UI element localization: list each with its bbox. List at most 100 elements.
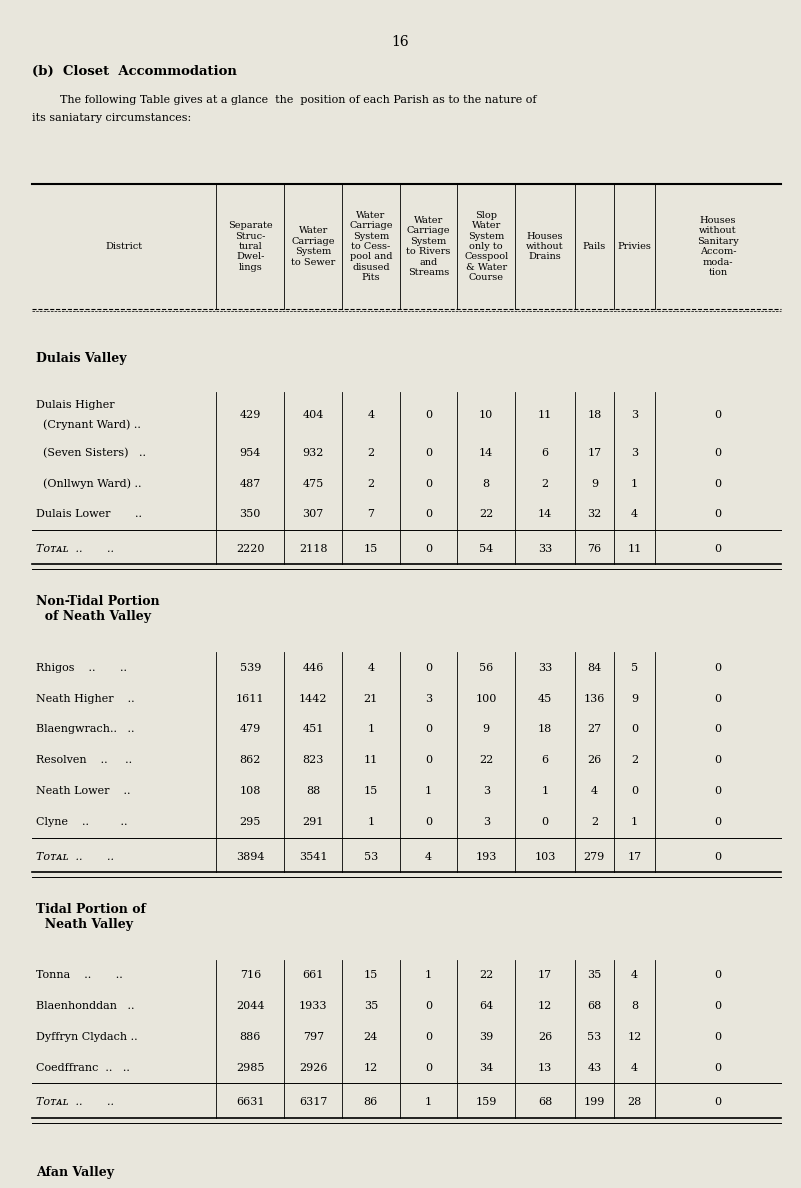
Text: 0: 0 — [425, 756, 432, 765]
Text: 100: 100 — [476, 694, 497, 703]
Text: 17: 17 — [538, 971, 552, 980]
Text: Rhigos    ..       ..: Rhigos .. .. — [36, 663, 127, 672]
Text: 0: 0 — [631, 725, 638, 734]
Text: Afan Valley: Afan Valley — [36, 1167, 114, 1178]
Text: 11: 11 — [627, 544, 642, 554]
Text: 3: 3 — [483, 786, 489, 796]
Text: 291: 291 — [303, 817, 324, 827]
Text: 1: 1 — [631, 817, 638, 827]
Text: 429: 429 — [239, 410, 261, 419]
Text: 1: 1 — [368, 817, 374, 827]
Text: 22: 22 — [479, 971, 493, 980]
Text: Blaengwrach..   ..: Blaengwrach.. .. — [36, 725, 135, 734]
Text: 1: 1 — [425, 786, 432, 796]
Text: 487: 487 — [239, 479, 261, 488]
Text: Slop
Water
System
only to
Cesspool
& Water
Course: Slop Water System only to Cesspool & Wat… — [464, 210, 509, 283]
Text: 26: 26 — [538, 1032, 552, 1042]
Text: 0: 0 — [714, 479, 722, 488]
Text: 0: 0 — [714, 852, 722, 861]
Text: 136: 136 — [584, 694, 605, 703]
Text: Water
Carriage
System
to Rivers
and
Streams: Water Carriage System to Rivers and Stre… — [406, 216, 451, 277]
Text: Houses
without
Drains: Houses without Drains — [526, 232, 564, 261]
Text: 0: 0 — [541, 817, 549, 827]
Text: 1442: 1442 — [299, 694, 328, 703]
Text: Dulais Lower       ..: Dulais Lower .. — [36, 510, 142, 519]
Text: 6317: 6317 — [299, 1098, 328, 1107]
Text: 17: 17 — [587, 448, 602, 457]
Text: Water
Carriage
System
to Cess-
pool and
disused
Pits: Water Carriage System to Cess- pool and … — [349, 210, 392, 283]
Text: 8: 8 — [631, 1001, 638, 1011]
Text: 3: 3 — [483, 817, 489, 827]
Text: Coedffranc  ..   ..: Coedffranc .. .. — [36, 1063, 130, 1073]
Text: 108: 108 — [239, 786, 261, 796]
Text: 1: 1 — [541, 786, 549, 796]
Text: 954: 954 — [239, 448, 261, 457]
Text: 2: 2 — [368, 479, 374, 488]
Text: 0: 0 — [425, 410, 432, 419]
Text: 9: 9 — [483, 725, 489, 734]
Text: 0: 0 — [714, 510, 722, 519]
Text: 4: 4 — [631, 1063, 638, 1073]
Text: Dulais Valley: Dulais Valley — [36, 353, 127, 365]
Text: 0: 0 — [714, 786, 722, 796]
Text: 2: 2 — [541, 479, 549, 488]
Text: 862: 862 — [239, 756, 261, 765]
Text: 103: 103 — [534, 852, 556, 861]
Text: 43: 43 — [587, 1063, 602, 1073]
Text: Tᴏᴛᴀʟ  ..       ..: Tᴏᴛᴀʟ .. .. — [36, 544, 114, 554]
Text: 2: 2 — [631, 756, 638, 765]
Text: 4: 4 — [368, 663, 374, 672]
Text: 886: 886 — [239, 1032, 261, 1042]
Text: (Crynant Ward) ..: (Crynant Ward) .. — [36, 419, 141, 430]
Text: 15: 15 — [364, 786, 378, 796]
Text: Privies: Privies — [618, 242, 651, 251]
Text: 2220: 2220 — [236, 544, 264, 554]
Text: 88: 88 — [306, 786, 320, 796]
Text: 54: 54 — [479, 544, 493, 554]
Text: 0: 0 — [425, 510, 432, 519]
Text: 7: 7 — [368, 510, 374, 519]
Text: Tidal Portion of
  Neath Valley: Tidal Portion of Neath Valley — [36, 903, 146, 931]
Text: 86: 86 — [364, 1098, 378, 1107]
Text: 6: 6 — [541, 448, 549, 457]
Text: 0: 0 — [714, 756, 722, 765]
Text: 0: 0 — [425, 1001, 432, 1011]
Text: Clyne    ..         ..: Clyne .. .. — [36, 817, 127, 827]
Text: 0: 0 — [714, 410, 722, 419]
Text: 84: 84 — [587, 663, 602, 672]
Text: 4: 4 — [591, 786, 598, 796]
Text: 32: 32 — [587, 510, 602, 519]
Text: 68: 68 — [587, 1001, 602, 1011]
Text: 8: 8 — [483, 479, 489, 488]
Text: 0: 0 — [425, 544, 432, 554]
Text: 22: 22 — [479, 510, 493, 519]
Text: 14: 14 — [538, 510, 552, 519]
Text: 661: 661 — [303, 971, 324, 980]
Text: 307: 307 — [303, 510, 324, 519]
Text: 0: 0 — [714, 1032, 722, 1042]
Text: 0: 0 — [714, 544, 722, 554]
Text: 0: 0 — [425, 1063, 432, 1073]
Text: 10: 10 — [479, 410, 493, 419]
Text: 0: 0 — [714, 1098, 722, 1107]
Text: 56: 56 — [479, 663, 493, 672]
Text: 446: 446 — [303, 663, 324, 672]
Text: 1: 1 — [368, 725, 374, 734]
Text: 53: 53 — [587, 1032, 602, 1042]
Text: Pails: Pails — [582, 242, 606, 251]
Text: 2044: 2044 — [236, 1001, 264, 1011]
Text: District: District — [106, 242, 143, 251]
Text: 0: 0 — [714, 1001, 722, 1011]
Text: 932: 932 — [303, 448, 324, 457]
Text: The following Table gives at a glance  the  position of each Parish as to the na: The following Table gives at a glance th… — [32, 95, 537, 105]
Text: 0: 0 — [425, 725, 432, 734]
Text: Tᴏᴛᴀʟ  ..       ..: Tᴏᴛᴀʟ .. .. — [36, 1098, 114, 1107]
Text: Water
Carriage
System
to Sewer: Water Carriage System to Sewer — [291, 227, 336, 266]
Text: 12: 12 — [364, 1063, 378, 1073]
Text: 3541: 3541 — [299, 852, 328, 861]
Text: 0: 0 — [425, 479, 432, 488]
Text: (Onllwyn Ward) ..: (Onllwyn Ward) .. — [36, 479, 142, 488]
Text: Tᴏᴛᴀʟ  ..       ..: Tᴏᴛᴀʟ .. .. — [36, 852, 114, 861]
Text: 16: 16 — [392, 34, 409, 49]
Text: 539: 539 — [239, 663, 261, 672]
